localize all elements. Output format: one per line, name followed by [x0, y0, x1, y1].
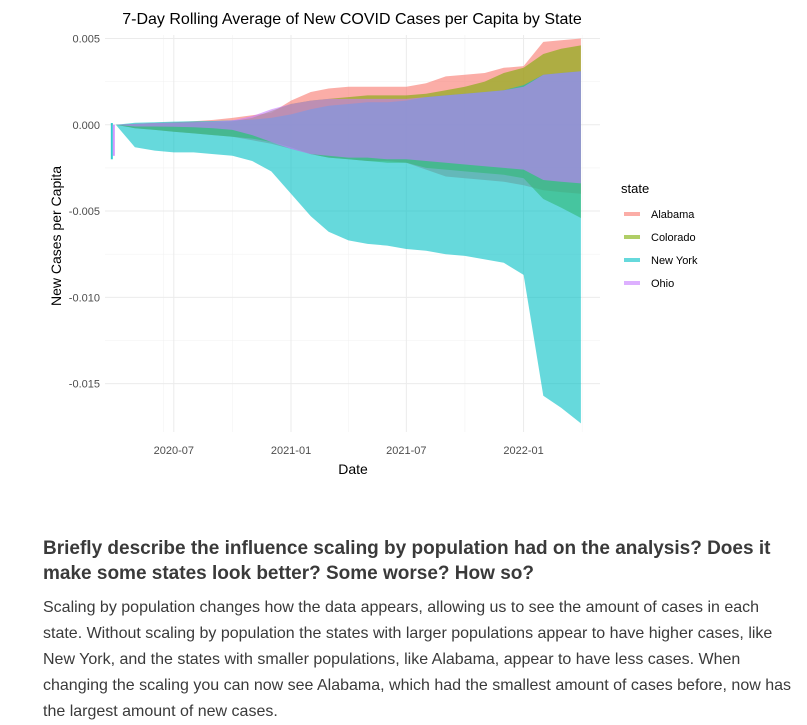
y-tick-label: -0.005	[69, 206, 100, 218]
chart-title: 7-Day Rolling Average of New COVID Cases…	[122, 11, 582, 28]
y-tick-label: 0.000	[72, 120, 100, 132]
chart: 0.005 0.000 -0.005 -0.010 -0.015 2020-07 2021…	[0, 0, 807, 500]
x-tick-label: 2022-01	[503, 445, 543, 457]
question-answer-section: Briefly describe the influence scaling b…	[43, 536, 795, 725]
question-heading: Briefly describe the influence scaling b…	[43, 538, 771, 584]
y-axis-ticks: 0.005 0.000 -0.005 -0.010 -0.015	[69, 33, 100, 390]
x-axis-ticks: 2020-07 2021-01 2021-07 2022-01	[154, 445, 544, 457]
chart-background	[0, 0, 807, 500]
legend-label-alabama: Alabama	[651, 209, 695, 221]
legend-label-ohio: Ohio	[651, 278, 674, 290]
y-axis-title: New Cases per Capita	[48, 166, 64, 306]
y-tick-label: -0.010	[69, 292, 100, 304]
x-axis-title: Date	[338, 461, 368, 477]
y-tick-label: -0.015	[69, 379, 100, 391]
area-ohio	[115, 71, 581, 184]
legend-label-colorado: Colorado	[651, 232, 696, 244]
x-tick-label: 2021-07	[386, 445, 426, 457]
legend-title: state	[621, 181, 649, 196]
answer-paragraph: Scaling by population changes how the da…	[43, 599, 792, 720]
x-tick-label: 2021-01	[271, 445, 311, 457]
chart-areas	[110, 38, 581, 424]
legend: state Alabama Colorado New York Ohio	[621, 181, 698, 290]
x-tick-label: 2020-07	[154, 445, 194, 457]
y-tick-label: 0.005	[72, 33, 100, 45]
legend-label-new-york: New York	[651, 255, 698, 267]
